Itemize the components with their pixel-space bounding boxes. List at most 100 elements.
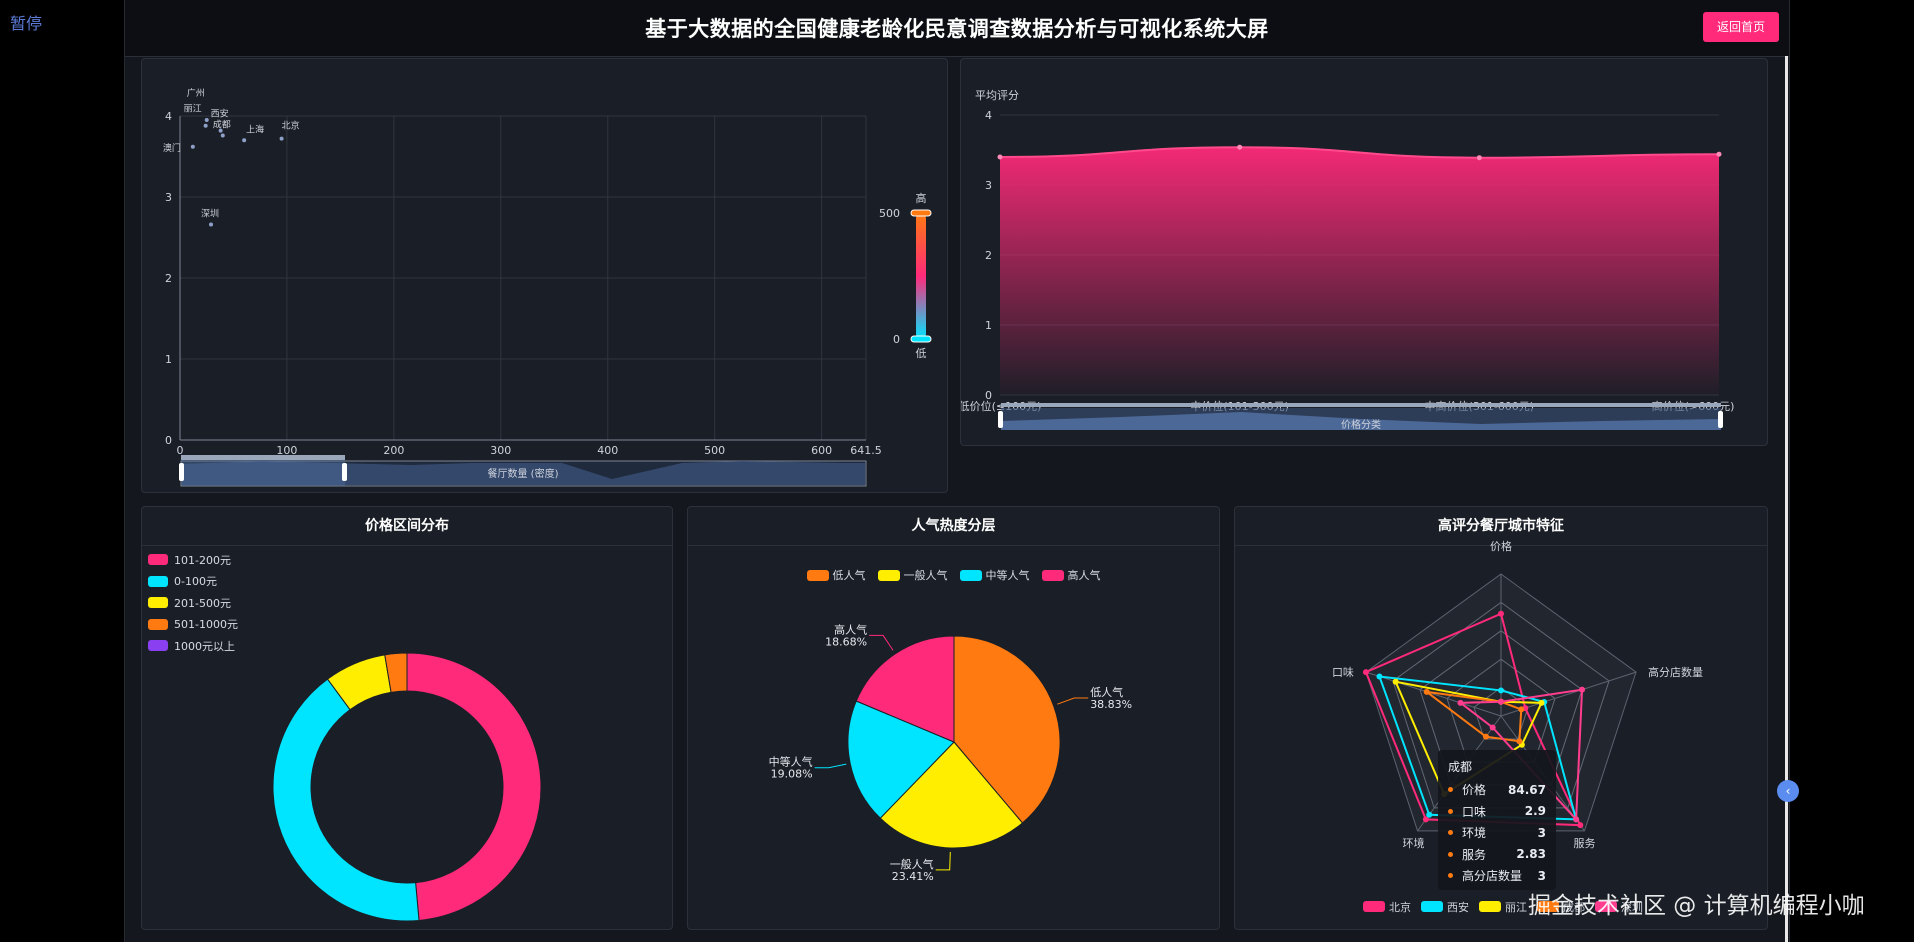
y-tick-label: 3 <box>985 179 992 192</box>
tooltip-value: 2.9 <box>1524 804 1546 819</box>
legend-label: 中等人气 <box>985 569 1030 582</box>
popularity-legend: 低人气 一般人气 中等人气 高人气 <box>688 567 1219 583</box>
slice-percent-label: 18.68% <box>825 635 867 648</box>
slice-percent-label: 23.41% <box>892 870 934 883</box>
radar-indicator-label: 价格 <box>1490 539 1512 553</box>
legend-swatch <box>806 569 829 581</box>
visualmap-bar <box>916 213 926 339</box>
legend-label: 北京 <box>1389 900 1411 914</box>
radar-tooltip: 成都 价格 84.67 口味 2.9 环境 3 服务 2.83 高分店数量 3 <box>1438 750 1556 890</box>
point-label: 上海 <box>246 123 264 135</box>
legend-swatch <box>148 640 168 652</box>
y-tick-label: 4 <box>165 110 172 123</box>
legend-item[interactable]: 低人气 <box>806 567 866 583</box>
area-point <box>1237 144 1243 150</box>
slice-name-label: 中等人气 <box>769 755 813 769</box>
scrollbar[interactable] <box>1785 56 1788 942</box>
legend-item[interactable]: 1000元以上 <box>148 635 238 657</box>
series-dot-icon <box>1448 830 1453 836</box>
tooltip-row: 环境 3 <box>1438 822 1556 844</box>
point-label: 成都 <box>213 118 231 130</box>
legend-item[interactable]: 501-1000元 <box>148 614 238 636</box>
tooltip-title: 成都 <box>1448 760 1473 774</box>
visualmap-high-label: 高 <box>916 191 927 205</box>
radar-point <box>1538 699 1545 706</box>
donut-slice <box>406 652 542 922</box>
x-tick-label: 400 <box>597 444 618 457</box>
datazoom-selection-bar <box>181 455 345 460</box>
x-tick-label: 500 <box>704 444 725 457</box>
pie-slice <box>879 741 1024 849</box>
series-dot-icon <box>1448 787 1453 793</box>
legend-item[interactable]: 中等人气 <box>959 567 1030 583</box>
scatter-point <box>190 144 195 149</box>
radar-point <box>1498 610 1504 617</box>
datazoom-label: 价格分类 <box>1341 418 1381 431</box>
radar-point <box>1392 678 1399 685</box>
legend-item[interactable]: 一般人气 <box>877 567 948 583</box>
visualmap-handle <box>910 335 932 343</box>
legend-swatch <box>1537 901 1559 912</box>
slice-name-label: 高人气 <box>834 622 867 636</box>
return-home-button[interactable]: 返回首页 <box>1702 12 1779 42</box>
area-point <box>1476 155 1482 161</box>
legend-label: 一般人气 <box>903 569 948 582</box>
area-fill <box>1000 147 1719 395</box>
tooltip-label: 服务 <box>1462 847 1487 862</box>
donut-slice <box>272 678 420 922</box>
visualmap-max-label: 500 <box>879 207 900 220</box>
y-tick-label: 0 <box>165 434 172 447</box>
panel-title: 价格区间分布 <box>142 507 672 546</box>
legend-swatch <box>959 569 982 581</box>
visualmap-min-label: 0 <box>893 333 900 346</box>
visualmap-handle <box>910 209 932 217</box>
y-axis-title: 平均评分 <box>975 89 1019 102</box>
header-bar: 基于大数据的全国健康老龄化民意调查数据分析与可视化系统大屏 返回首页 <box>125 0 1789 57</box>
pie-slice <box>847 700 955 819</box>
tooltip-label: 环境 <box>1462 826 1487 841</box>
datazoom-selection-bar <box>1001 403 1721 407</box>
legend-item[interactable]: 高人气 <box>1041 567 1101 583</box>
radar-point <box>1457 699 1464 706</box>
donut-chart <box>272 652 542 922</box>
area-point <box>1716 151 1722 157</box>
pause-button[interactable]: 暂停 <box>10 14 43 33</box>
radar-point <box>1422 816 1429 823</box>
y-tick-label: 3 <box>165 191 172 204</box>
point-label: 北京 <box>282 120 300 132</box>
y-tick-label: 0 <box>985 389 992 402</box>
radar-point <box>1498 687 1504 694</box>
popularity-panel: 人气热度分层 低人气 一般人气 中等人气 高人气 低人气 38.83% 一般人气 23.41… <box>687 506 1220 930</box>
chevron-left-icon[interactable]: ‹ <box>1777 780 1799 802</box>
point-label: 西安 <box>211 108 229 120</box>
legend-label: 西安 <box>1447 900 1469 914</box>
datazoom-handle <box>342 463 347 481</box>
legend-label: 高人气 <box>1067 569 1101 582</box>
price-legend: 101-200元 0-100元 201-500元 501-1000元 1000元以上 <box>148 549 238 657</box>
tooltip-value: 2.83 <box>1516 847 1546 862</box>
legend-swatch <box>1479 901 1501 912</box>
radar-point <box>1579 686 1586 693</box>
legend-label: 1000元以上 <box>174 639 235 653</box>
legend-item[interactable]: 101-200元 <box>148 549 238 571</box>
radar-indicator-label: 高分店数量 <box>1648 665 1703 679</box>
x-tick-label: 300 <box>490 444 511 457</box>
radar-point <box>1516 738 1523 745</box>
radar-point <box>1426 811 1433 818</box>
legend-item[interactable]: 201-500元 <box>148 592 238 614</box>
radar-axis-line <box>1365 671 1502 717</box>
radar-point <box>1577 822 1584 829</box>
y-tick-label: 2 <box>985 249 992 262</box>
area-chart: 平均评分01234低价位(≤100元)中价位(101-300元)中高价位(301… <box>959 89 1735 431</box>
legend-item[interactable]: 0-100元 <box>148 571 238 593</box>
legend-swatch <box>148 597 168 609</box>
panel-title: 高评分餐厅城市特征 <box>1235 507 1767 546</box>
legend-label: 201-500元 <box>174 596 231 610</box>
scatter-point <box>242 138 247 143</box>
tooltip-row: 服务 2.83 <box>1438 844 1556 866</box>
legend-label: 0-100元 <box>174 575 217 589</box>
slice-percent-label: 19.08% <box>771 768 813 781</box>
slice-percent-label: 38.83% <box>1090 698 1132 711</box>
legend-label: 101-200元 <box>174 553 231 567</box>
watermark: 掘金技术社区 @ 计算机编程小咖 <box>1528 893 1865 919</box>
